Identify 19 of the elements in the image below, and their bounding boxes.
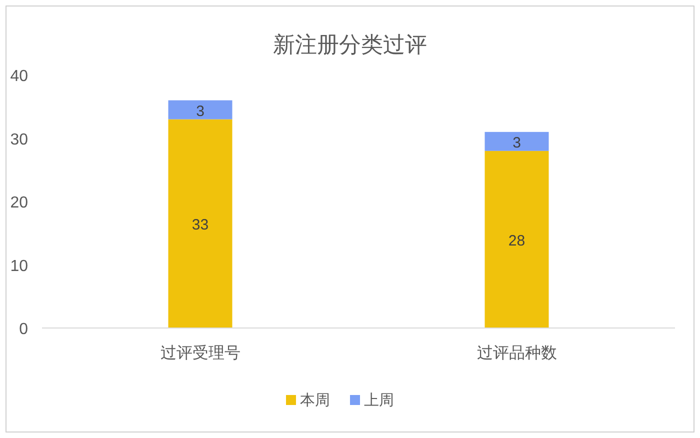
- y-tick-label: 20: [10, 194, 28, 212]
- bar: [484, 132, 549, 151]
- data-label: 3: [196, 102, 204, 120]
- legend-label: 本周: [300, 392, 330, 409]
- bar: [168, 119, 232, 328]
- y-tick-label: 40: [10, 68, 28, 85]
- data-label: 28: [508, 232, 526, 250]
- data-label: 33: [192, 216, 209, 234]
- y-tick-label: 30: [10, 131, 28, 148]
- y-tick-label: 10: [10, 258, 28, 275]
- x-tick-label: 过评受理号: [160, 344, 240, 362]
- bar: [168, 100, 232, 120]
- bar: [484, 150, 549, 328]
- chart-title: 新注册分类过评: [273, 32, 427, 57]
- x-tick-label: 过评品种数: [476, 344, 557, 362]
- y-tick-label: 0: [19, 321, 28, 338]
- legend-label: 上周: [364, 392, 394, 409]
- data-label: 3: [512, 134, 521, 152]
- 上周: 3 3: [168, 100, 549, 152]
